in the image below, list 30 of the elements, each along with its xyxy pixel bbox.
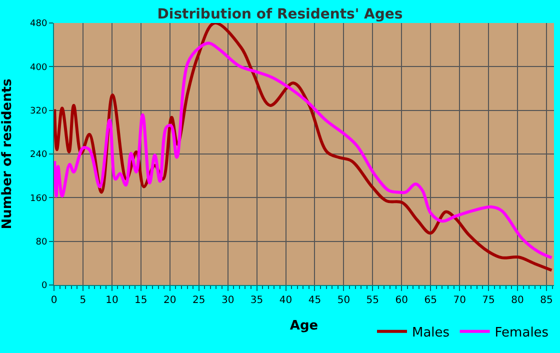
x-tick-label: 40 — [279, 295, 292, 306]
y-tick-label: 240 — [30, 150, 48, 160]
chart-title: Distribution of Residents' Ages — [157, 6, 403, 23]
x-tick-label: 15 — [134, 295, 148, 306]
x-tick-label: 0 — [50, 295, 58, 306]
x-tick-label: 25 — [192, 295, 206, 306]
y-axis-title: Number of residents — [0, 78, 15, 230]
x-tick-label: 30 — [221, 295, 234, 306]
y-tick-label: 160 — [30, 194, 48, 204]
x-axis-title: Age — [290, 318, 318, 334]
x-tick-label: 70 — [453, 295, 466, 306]
x-tick-label: 5 — [80, 295, 86, 306]
x-tick-label: 75 — [482, 295, 495, 306]
y-tick-label: 480 — [30, 19, 48, 30]
x-tick-label: 20 — [164, 295, 176, 306]
x-tick-label: 10 — [106, 295, 118, 306]
y-tick-label: 400 — [30, 62, 48, 73]
x-tick-label: 50 — [337, 295, 350, 306]
y-tick-label: 320 — [30, 106, 48, 116]
x-tick-label: 80 — [511, 295, 524, 306]
x-tick-label: 35 — [250, 295, 264, 306]
legend-label: Females — [494, 325, 549, 340]
x-tick-label: 55 — [366, 295, 380, 306]
y-tick-label: 0 — [41, 281, 48, 292]
legend-label: Males — [412, 325, 450, 340]
y-tick-label: 80 — [36, 237, 48, 248]
x-tick-label: 85 — [540, 295, 553, 306]
x-tick-label: 60 — [395, 295, 408, 306]
x-tick-label: 45 — [308, 295, 322, 306]
x-tick-label: 65 — [424, 295, 437, 306]
